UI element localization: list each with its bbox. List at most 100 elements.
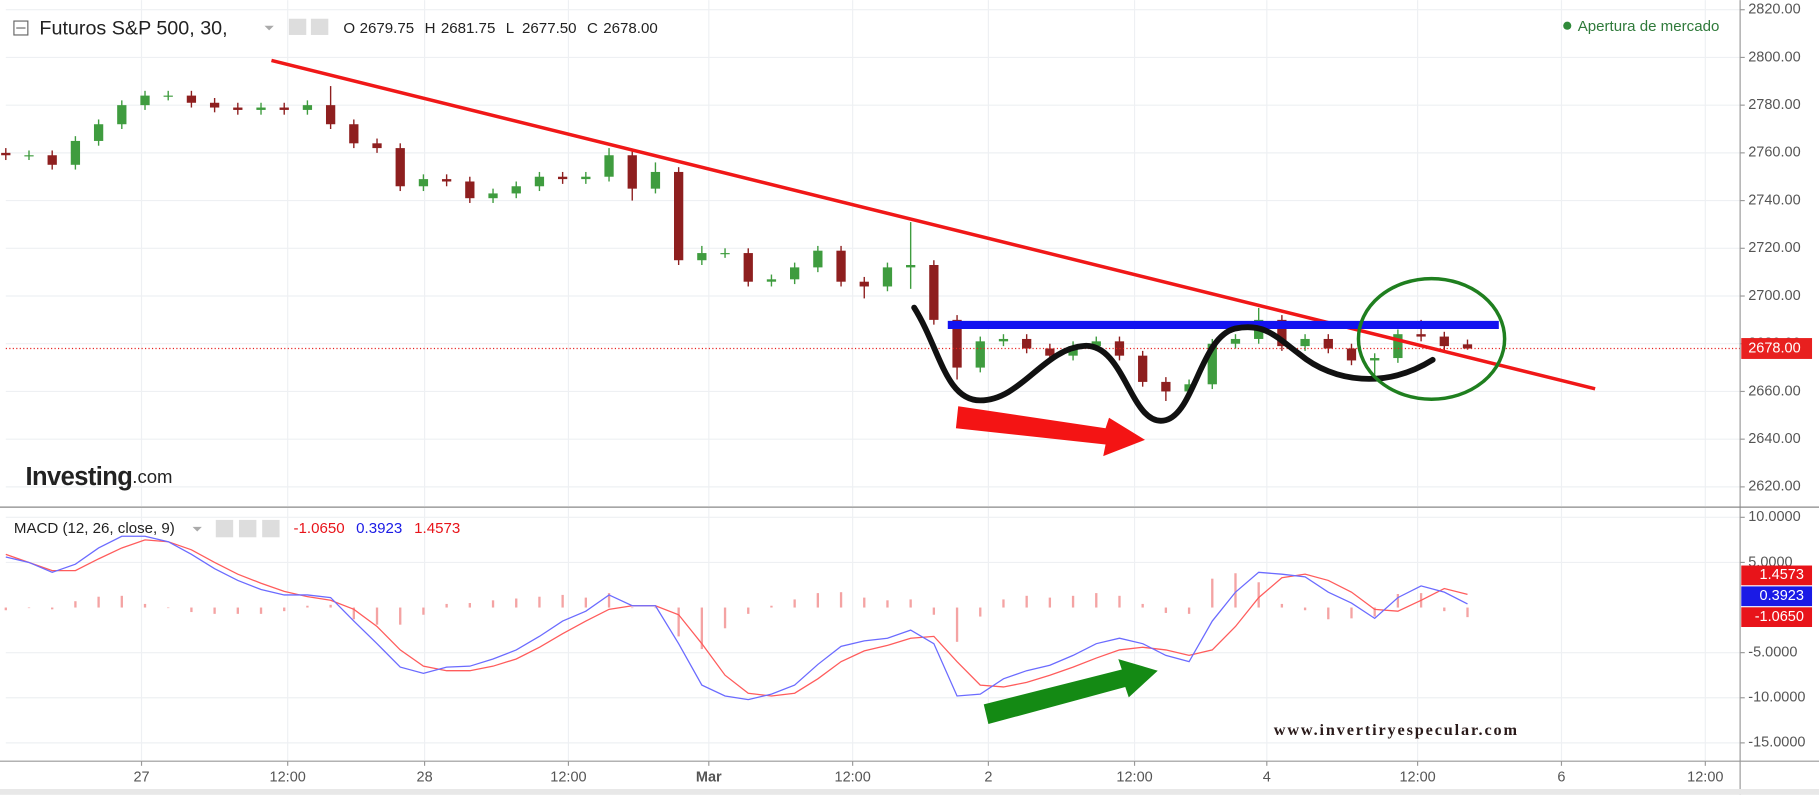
candle-body <box>581 176 591 180</box>
y-tick-label: 2640.00 <box>1748 431 1800 447</box>
histogram-bar <box>167 607 170 609</box>
watermark: www.invertiryespecular.com <box>1274 721 1519 739</box>
histogram-bar <box>4 607 7 611</box>
histogram-bar <box>1443 607 1446 612</box>
ohlc-value: 2677.50 <box>522 20 577 37</box>
logo-suffix: .com <box>132 466 172 487</box>
histogram-bar <box>747 607 750 614</box>
settings-icon[interactable] <box>310 18 329 35</box>
histogram-bar <box>236 607 239 614</box>
eye-icon[interactable] <box>288 18 307 35</box>
histogram-bar <box>74 601 77 608</box>
x-tick-label: 28 <box>417 769 433 785</box>
ohlc-key: H <box>425 20 436 37</box>
candle-body <box>557 176 568 180</box>
y-tick-label: -10.0000 <box>1748 690 1805 706</box>
histogram-bar <box>468 603 471 608</box>
candle-body <box>163 95 173 97</box>
chart-title: Futuros S&P 500, 30, <box>39 17 227 39</box>
legend-signal: 1.4573 <box>414 520 460 537</box>
candle-body <box>140 95 150 106</box>
histogram-bar <box>306 605 309 608</box>
histogram-bar <box>1303 607 1307 611</box>
histogram-bar <box>909 599 912 608</box>
candle-body <box>766 279 777 282</box>
y-tick-label: 10.0000 <box>1748 509 1800 525</box>
x-tick-label: 12:00 <box>835 769 871 785</box>
histogram-bar <box>27 607 31 609</box>
histogram-bar <box>399 607 402 625</box>
dropdown-icon[interactable] <box>192 526 202 532</box>
macd-title: MACD (12, 26, close, 9) <box>14 520 175 537</box>
candle-body <box>1207 343 1217 385</box>
close-icon[interactable] <box>262 519 280 538</box>
candle-body <box>465 181 475 199</box>
candle-body <box>488 193 498 199</box>
histogram-bar <box>1280 603 1284 608</box>
candle-body <box>1022 338 1032 349</box>
candle-body <box>93 124 104 141</box>
last-price-label: 2678.00 <box>1748 340 1800 356</box>
histogram-bar <box>1187 607 1191 614</box>
ohlc-key: C <box>587 20 598 37</box>
histogram-bar <box>863 597 866 608</box>
signal-line <box>5 539 1468 697</box>
x-tick-label: 2 <box>984 769 992 785</box>
ohlc-key: O <box>343 20 355 37</box>
histogram-bar <box>631 607 634 609</box>
candle-body <box>1230 338 1241 344</box>
histogram-bar <box>1211 578 1214 608</box>
collapse-icon[interactable] <box>13 20 29 36</box>
candle-body <box>47 155 57 165</box>
candle-body <box>604 155 614 177</box>
candle-body <box>1277 319 1287 347</box>
candle-body <box>1439 336 1449 347</box>
candle-body <box>1346 348 1357 361</box>
candle-body <box>24 155 34 157</box>
legend-macd: 0.3923 <box>356 520 402 537</box>
candle-body <box>325 105 336 125</box>
histogram-bar <box>283 607 286 612</box>
histogram-bar <box>375 607 379 625</box>
legend-histogram: -1.0650 <box>293 520 344 537</box>
histogram-bar <box>561 594 564 608</box>
candle-body <box>418 179 429 187</box>
candle-body <box>859 281 869 287</box>
dropdown-icon[interactable] <box>264 25 274 31</box>
candle-body <box>372 143 382 149</box>
x-tick-label: 12:00 <box>1687 769 1723 785</box>
x-tick-label: 12:00 <box>550 769 586 785</box>
candle-body <box>233 107 243 110</box>
ohlc-key: L <box>506 20 514 37</box>
histogram-bar <box>816 593 820 608</box>
histogram-bar <box>491 600 495 608</box>
green-arrow <box>983 659 1158 725</box>
last-value-label: -1.0650 <box>1755 609 1804 625</box>
candle-body <box>70 140 81 165</box>
candle-body <box>1114 341 1125 356</box>
x-tick-label: 12:00 <box>1116 769 1152 785</box>
eye-icon[interactable] <box>215 519 234 538</box>
candle-body <box>1300 338 1310 347</box>
candle-body <box>302 105 313 110</box>
histogram-bar <box>1257 582 1260 608</box>
candle-body <box>1393 334 1403 359</box>
histogram-bar <box>422 607 425 615</box>
histogram-bar <box>1048 597 1052 608</box>
histogram-bar <box>329 604 332 608</box>
ohlc-value: 2679.75 <box>360 20 415 37</box>
histogram-bar <box>445 603 448 608</box>
candle-body <box>790 267 800 280</box>
red-arrow <box>955 406 1145 457</box>
ohlc-value: 2681.75 <box>441 20 496 37</box>
settings-icon[interactable] <box>238 519 257 538</box>
x-tick-label: 12:00 <box>270 769 306 785</box>
ohlc-value: 2678.00 <box>603 20 658 37</box>
y-tick-label: 2620.00 <box>1748 479 1800 495</box>
y-tick-label: 2800.00 <box>1748 49 1800 65</box>
histogram-bar <box>538 596 541 608</box>
histogram-bar <box>886 600 889 608</box>
candle-body <box>1323 338 1333 349</box>
